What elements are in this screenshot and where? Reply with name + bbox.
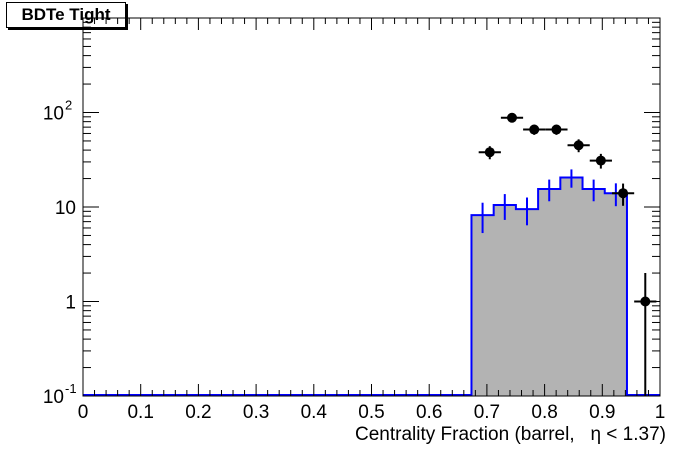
y-tick-label-exponent: 2	[65, 98, 72, 113]
y-tick-label: 10	[43, 387, 64, 408]
data-point	[478, 146, 501, 160]
data-point	[500, 112, 524, 123]
y-tick-label: 1	[65, 293, 76, 314]
x-tick-label: 0.7	[474, 402, 500, 423]
x-tick-label: 1	[655, 402, 666, 423]
x-tick-label: 0.4	[301, 402, 328, 423]
data-point-marker	[506, 112, 517, 123]
histogram-fill	[471, 177, 627, 396]
data-point-marker	[618, 188, 629, 199]
y-tick-label: 10	[43, 104, 64, 125]
x-tick-label: 0.1	[127, 402, 153, 423]
data-point	[567, 139, 590, 153]
data-point	[634, 273, 657, 396]
data-point-marker	[573, 140, 584, 151]
x-tick-label: 0.3	[243, 402, 269, 423]
x-tick-label: 0.8	[531, 402, 557, 423]
data-point-marker	[595, 155, 606, 166]
x-tick-label: 0.9	[589, 402, 615, 423]
data-point	[611, 183, 635, 206]
data-point-marker	[484, 147, 495, 158]
x-tick-label: 0.5	[358, 402, 384, 423]
data-point	[545, 124, 568, 135]
data-point-marker	[551, 124, 562, 135]
y-tick-label: 10	[55, 198, 76, 219]
x-tick-label: 0	[78, 402, 89, 423]
x-axis-label: Centrality Fraction (barrel, η < 1.37)	[355, 424, 666, 445]
data-point	[523, 124, 546, 135]
x-tick-label: 0.2	[185, 402, 211, 423]
data-point	[589, 153, 612, 169]
x-tick-label: 0.6	[416, 402, 442, 423]
data-point-marker	[529, 124, 540, 135]
chart-title: BDTe Tight	[6, 2, 126, 28]
y-tick-label-exponent: -1	[65, 381, 77, 396]
